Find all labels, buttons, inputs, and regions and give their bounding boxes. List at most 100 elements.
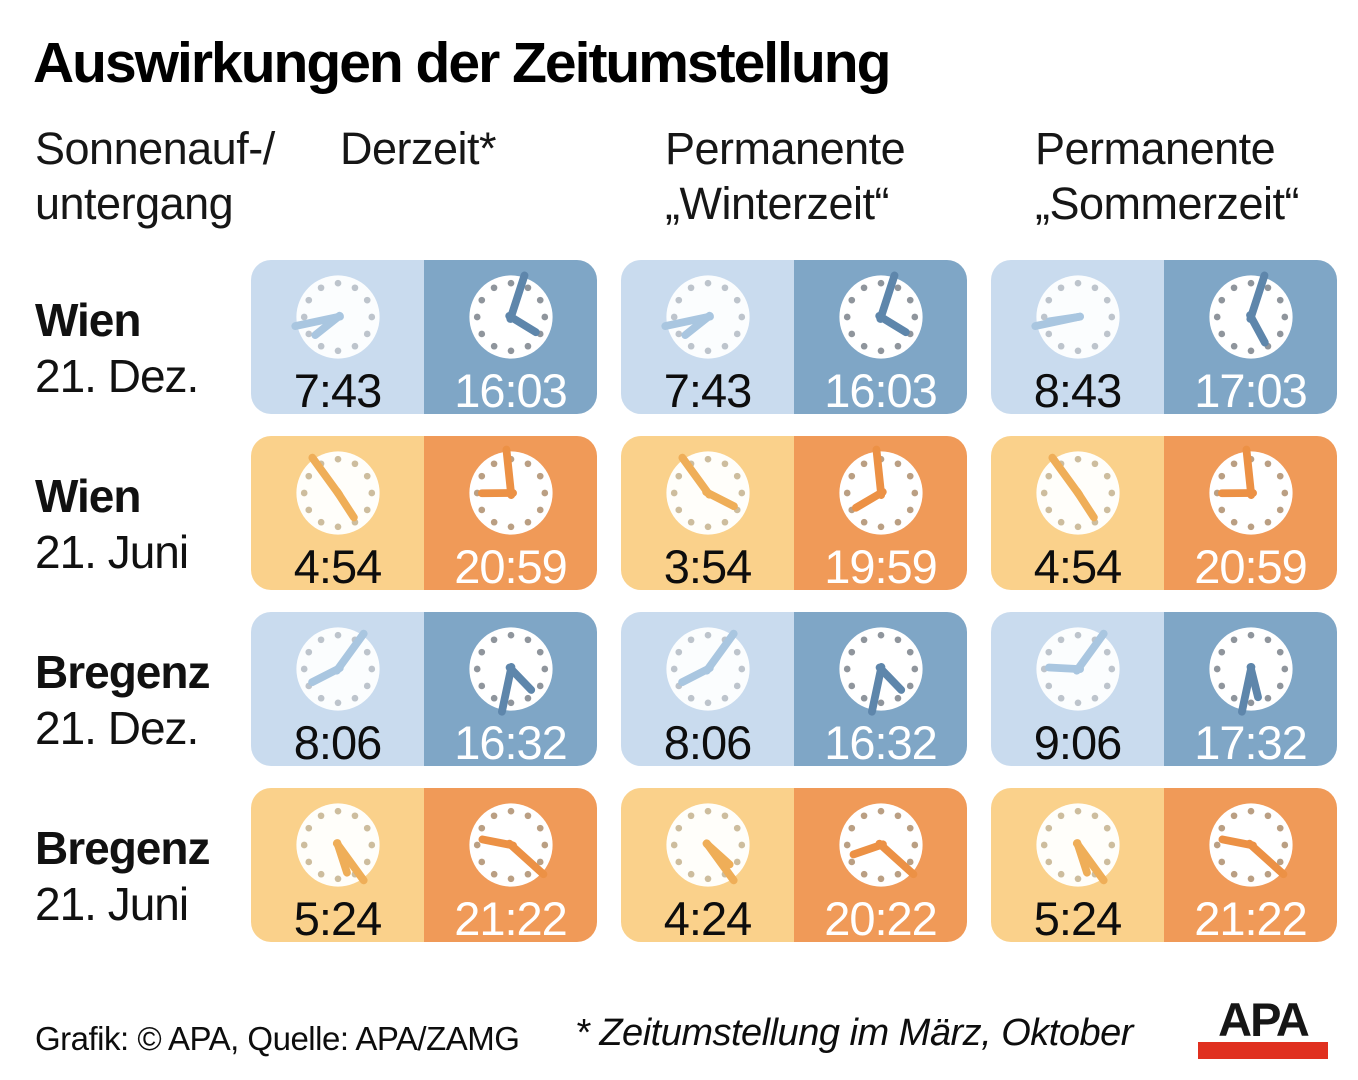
clock-icon: [286, 617, 390, 721]
sunrise-time: 5:24: [1033, 892, 1122, 942]
sunset-time: 21:22: [454, 892, 568, 942]
sunset-time: 20:59: [1194, 540, 1308, 590]
row-label: Bregenz 21. Juni: [35, 820, 210, 932]
apa-logo-bar: [1198, 1042, 1328, 1060]
sunset-cell: 20:59: [1164, 436, 1337, 590]
clock-icon: [286, 793, 390, 897]
time-pair-sommerzeit: 8:43 17:03: [991, 260, 1337, 414]
sunset-cell: 16:03: [794, 260, 967, 414]
header-col-winterzeit: Permanente „Winterzeit“: [665, 122, 906, 232]
clock-icon: [459, 617, 563, 721]
sunset-time: 16:03: [824, 364, 938, 414]
time-pair-winterzeit: 4:24 20:22: [621, 788, 967, 942]
sunset-cell: 21:22: [1164, 788, 1337, 942]
city-label: Wien: [35, 294, 141, 346]
clock-icon: [459, 441, 563, 545]
table-row-bregenz-juni: Bregenz 21. Juni 5:24 21:22 4:24: [0, 788, 1358, 942]
clock-icon: [1199, 265, 1303, 369]
city-label: Bregenz: [35, 822, 210, 874]
sunrise-cell: 5:24: [991, 788, 1164, 942]
header-col-sommerzeit: Permanente „Sommerzeit“: [1035, 122, 1300, 232]
time-pair-winterzeit: 7:43 16:03: [621, 260, 967, 414]
time-pair-sommerzeit: 5:24 21:22: [991, 788, 1337, 942]
sunset-time: 16:32: [824, 716, 938, 766]
clock-icon: [656, 441, 760, 545]
sunrise-cell: 7:43: [621, 260, 794, 414]
sunrise-cell: 8:43: [991, 260, 1164, 414]
time-pair-winterzeit: 3:54 19:59: [621, 436, 967, 590]
clock-icon: [1199, 441, 1303, 545]
sunset-time: 20:59: [454, 540, 568, 590]
date-label: 21. Juni: [35, 526, 189, 579]
sunrise-time: 8:06: [293, 716, 382, 766]
clock-icon: [656, 617, 760, 721]
sunset-time: 20:22: [824, 892, 938, 942]
sunrise-cell: 9:06: [991, 612, 1164, 766]
table-row-wien-dez: Wien 21. Dez. 7:43 16:03 7:43: [0, 260, 1358, 414]
clock-icon: [459, 265, 563, 369]
time-pair-derzeit: 8:06 16:32: [251, 612, 597, 766]
row-label: Wien 21. Juni: [35, 468, 189, 580]
sunrise-time: 4:54: [293, 540, 382, 590]
clock-icon: [1026, 441, 1130, 545]
clock-icon: [1026, 617, 1130, 721]
clock-icon: [459, 793, 563, 897]
clock-icon: [286, 441, 390, 545]
sunrise-cell: 8:06: [251, 612, 424, 766]
time-pair-derzeit: 5:24 21:22: [251, 788, 597, 942]
header-col-derzeit: Derzeit*: [340, 122, 497, 177]
time-pair-sommerzeit: 9:06 17:32: [991, 612, 1337, 766]
header-col-sommerzeit-line2: „Sommerzeit“: [1035, 177, 1300, 229]
time-pair-sommerzeit: 4:54 20:59: [991, 436, 1337, 590]
sunset-time: 19:59: [824, 540, 938, 590]
header-col-winterzeit-line2: „Winterzeit“: [665, 177, 890, 229]
sunset-time: 16:32: [454, 716, 568, 766]
sunset-cell: 17:32: [1164, 612, 1337, 766]
footnote: * Zeitumstellung im März, Oktober: [575, 1012, 1133, 1054]
apa-logo: APA: [1198, 996, 1328, 1060]
clock-icon: [829, 617, 933, 721]
sunset-cell: 20:59: [424, 436, 597, 590]
time-pair-winterzeit: 8:06 16:32: [621, 612, 967, 766]
sunrise-cell: 4:54: [251, 436, 424, 590]
header-col-winterzeit-line1: Permanente: [665, 123, 906, 174]
clock-icon: [1199, 617, 1303, 721]
table-row-wien-juni: Wien 21. Juni 4:54 20:59 3:54: [0, 436, 1358, 590]
sunrise-cell: 4:24: [621, 788, 794, 942]
sunset-cell: 16:32: [424, 612, 597, 766]
sunrise-cell: 5:24: [251, 788, 424, 942]
header-row-label: Sonnenauf-/ untergang: [35, 122, 275, 232]
table-row-bregenz-dez: Bregenz 21. Dez. 8:06 16:32 8:06: [0, 612, 1358, 766]
page-title: Auswirkungen der Zeitumstellung: [33, 31, 891, 95]
sunset-cell: 20:22: [794, 788, 967, 942]
sunrise-time: 3:54: [663, 540, 752, 590]
clock-icon: [829, 793, 933, 897]
city-label: Bregenz: [35, 646, 210, 698]
time-pair-derzeit: 4:54 20:59: [251, 436, 597, 590]
header-row-label-line2: untergang: [35, 177, 234, 229]
date-label: 21. Dez.: [35, 350, 199, 403]
clock-icon: [1026, 265, 1130, 369]
clock-icon: [656, 265, 760, 369]
sunrise-time: 5:24: [293, 892, 382, 942]
clock-icon: [1026, 793, 1130, 897]
sunset-cell: 19:59: [794, 436, 967, 590]
sunset-cell: 16:32: [794, 612, 967, 766]
sunset-cell: 16:03: [424, 260, 597, 414]
sunrise-time: 4:54: [1033, 540, 1122, 590]
sunset-cell: 21:22: [424, 788, 597, 942]
sunrise-cell: 4:54: [991, 436, 1164, 590]
sunset-time: 21:22: [1194, 892, 1308, 942]
clock-icon: [829, 265, 933, 369]
date-label: 21. Dez.: [35, 702, 199, 755]
sunrise-cell: 7:43: [251, 260, 424, 414]
city-label: Wien: [35, 470, 141, 522]
sunrise-time: 7:43: [663, 364, 752, 414]
sunset-time: 17:03: [1194, 364, 1308, 414]
sunrise-cell: 3:54: [621, 436, 794, 590]
header-row-label-line1: Sonnenauf-/: [35, 123, 275, 174]
source-credit: Grafik: © APA, Quelle: APA/ZAMG: [35, 1020, 520, 1057]
date-label: 21. Juni: [35, 878, 189, 931]
sunrise-time: 9:06: [1033, 716, 1122, 766]
row-label: Wien 21. Dez.: [35, 292, 199, 404]
